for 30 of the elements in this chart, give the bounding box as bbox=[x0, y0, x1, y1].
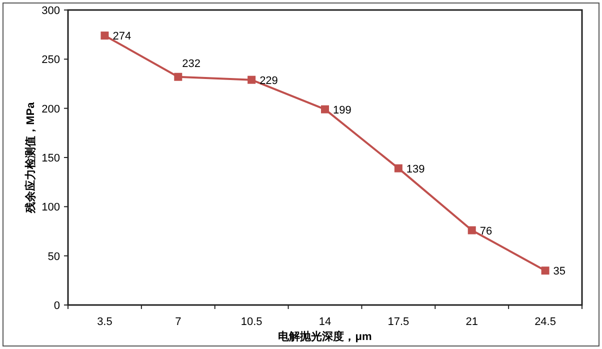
data-label: 274 bbox=[112, 30, 132, 43]
y-tick-label: 200 bbox=[42, 103, 60, 116]
y-tick-label: 100 bbox=[42, 202, 60, 214]
x-axis-title: 电解抛光深度，μm bbox=[278, 330, 372, 343]
data-label: 35 bbox=[553, 266, 566, 278]
y-tick-label: 250 bbox=[42, 54, 60, 66]
x-tick-label: 21 bbox=[466, 316, 478, 328]
x-tick-label: 3.5 bbox=[97, 316, 112, 328]
point bbox=[468, 226, 476, 234]
y-axis-title: 残余应力检测值，MPa bbox=[24, 101, 37, 214]
point bbox=[541, 266, 550, 275]
x-tick-label: 14 bbox=[318, 316, 332, 328]
x-tick-label: 10.5 bbox=[240, 316, 262, 328]
y-tick-label: 0 bbox=[54, 300, 60, 312]
data-label: 199 bbox=[333, 104, 352, 116]
y-tick-label: 50 bbox=[48, 250, 60, 263]
x-tick-label: 17.5 bbox=[388, 316, 410, 328]
data-label: 232 bbox=[182, 58, 200, 70]
data-label: 76 bbox=[480, 225, 492, 238]
data-label: 229 bbox=[260, 74, 278, 87]
data-label: 139 bbox=[406, 163, 425, 176]
point bbox=[100, 32, 109, 40]
x-tick-label: 24.5 bbox=[534, 316, 556, 328]
point bbox=[394, 164, 402, 172]
y-tick-label: 300 bbox=[42, 5, 60, 17]
point bbox=[321, 105, 329, 114]
y-tick-label: 150 bbox=[42, 152, 60, 164]
point bbox=[174, 72, 182, 81]
x-tick-label: 7 bbox=[175, 316, 182, 328]
point bbox=[248, 76, 256, 84]
